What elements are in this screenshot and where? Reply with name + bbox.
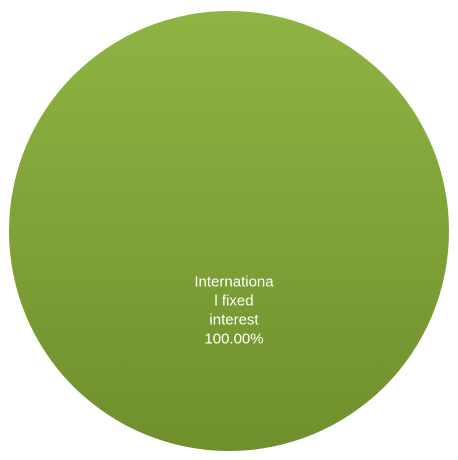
slice-label-line: Internationa [194, 274, 274, 291]
slice-data-label: Internationa l fixed interest 100.00% [194, 274, 274, 348]
slice-label-line: 100.00% [204, 331, 263, 348]
slice-label-line: l fixed [214, 293, 253, 310]
pie-slice [9, 11, 449, 451]
slice-label-line: interest [209, 312, 259, 329]
